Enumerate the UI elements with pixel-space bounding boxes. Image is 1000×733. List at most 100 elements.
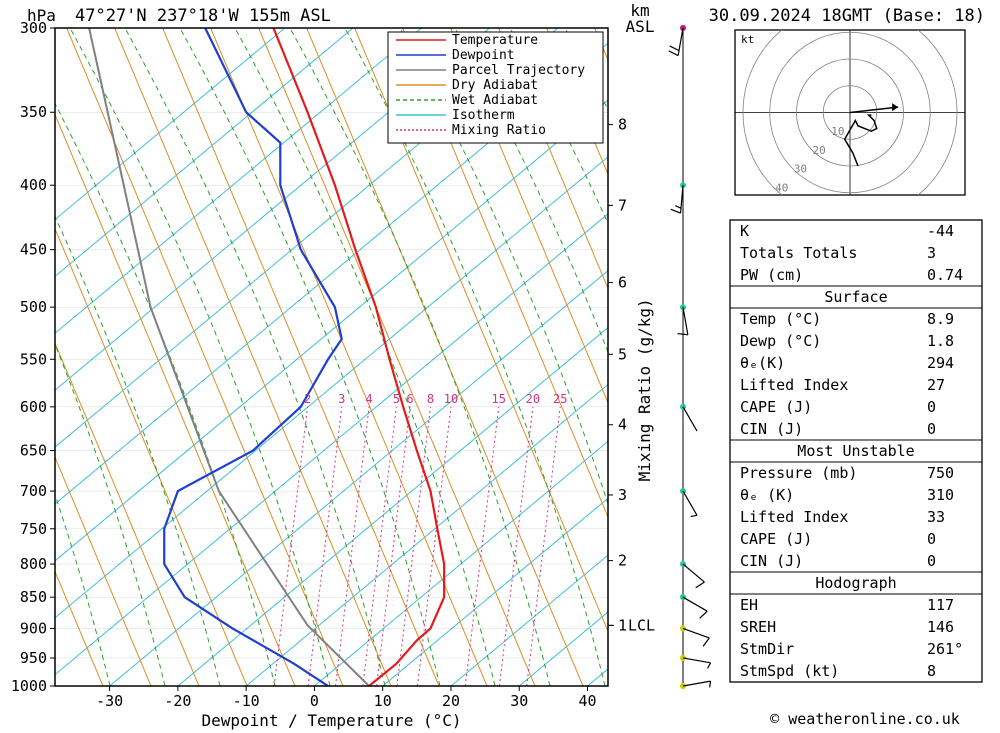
asl-label: ASL: [626, 17, 655, 36]
mixing-ratio-value: 15: [492, 392, 506, 406]
panel-row-value: 0: [927, 420, 936, 438]
wind-barb: [671, 181, 687, 213]
mixing-ratio-value: 3: [338, 392, 345, 406]
km-tick: 4: [618, 416, 627, 434]
wind-barb: [679, 403, 700, 433]
panel-row-label: StmDir: [740, 640, 794, 658]
panel-section-header: Most Unstable: [797, 442, 914, 460]
lcl-label: LCL: [628, 616, 655, 634]
pressure-tick: 900: [20, 619, 47, 637]
panel-row-value: 294: [927, 354, 954, 372]
pressure-tick: 650: [20, 442, 47, 460]
skewt-figure: 1000950900850800750700650600550500450400…: [0, 0, 1000, 733]
panel-row-value: 3: [927, 244, 936, 262]
mixing-ratio-value: 6: [406, 392, 413, 406]
mixing-ratio-value: 8: [427, 392, 434, 406]
pressure-tick: 800: [20, 555, 47, 573]
panel-row-label: Lifted Index: [740, 376, 848, 394]
legend-label: Isotherm: [452, 108, 515, 123]
pressure-tick: 1000: [11, 677, 47, 695]
pressure-tick: 700: [20, 482, 47, 500]
wind-barb: [679, 654, 711, 668]
panel-row-label: Dewp (°C): [740, 332, 821, 350]
panel-row-label: θₑ (K): [740, 486, 794, 504]
panel-row-value: 27: [927, 376, 945, 394]
mixing-ratio-value: 5: [393, 392, 400, 406]
temp-tick: 20: [442, 692, 460, 710]
panel-row-label: Lifted Index: [740, 508, 848, 526]
pressure-tick: 350: [20, 103, 47, 121]
km-tick: 6: [618, 274, 627, 292]
panel-row-value: 33: [927, 508, 945, 526]
legend-label: Mixing Ratio: [452, 123, 546, 138]
temp-tick: 0: [310, 692, 319, 710]
wind-barb: [676, 487, 699, 518]
panel-row-value: 0: [927, 552, 936, 570]
pressure-tick: 400: [20, 176, 47, 194]
pressure-tick: 950: [20, 649, 47, 667]
mixing-ratio-value: 2: [304, 392, 311, 406]
panel-row-label: Pressure (mb): [740, 464, 857, 482]
legend-label: Parcel Trajectory: [452, 63, 585, 78]
wind-barb: [673, 304, 691, 337]
panel-row-label: PW (cm): [740, 266, 803, 284]
panel-row-value: 0.74: [927, 266, 963, 284]
x-axis-label: Dewpoint / Temperature (°C): [201, 711, 461, 730]
hodograph-ring-label: 30: [794, 163, 807, 176]
panel-row-value: 261°: [927, 640, 963, 658]
pressure-tick: 500: [20, 298, 47, 316]
temp-tick: -10: [233, 692, 260, 710]
panel-row-label: Temp (°C): [740, 310, 821, 328]
mixing-ratio-value: 20: [526, 392, 540, 406]
panel-row-label: CIN (J): [740, 552, 803, 570]
panel-row-label: StmSpd (kt): [740, 662, 839, 680]
panel-row-label: CAPE (J): [740, 530, 812, 548]
panel-row-label: Totals Totals: [740, 244, 857, 262]
panel-row-value: 8.9: [927, 310, 954, 328]
hodograph-ring-label: 20: [813, 144, 826, 157]
credit-text: © weatheronline.co.uk: [770, 710, 960, 728]
km-tick: 3: [618, 486, 627, 504]
panel-row-value: -44: [927, 222, 954, 240]
panel-row-value: 0: [927, 530, 936, 548]
wind-barb: [675, 593, 708, 620]
wind-barb: [680, 678, 712, 692]
panel-row-value: 310: [927, 486, 954, 504]
panel-row-label: SREH: [740, 618, 776, 636]
pressure-tick: 450: [20, 241, 47, 259]
pressure-tick: 750: [20, 520, 47, 538]
date-title: 30.09.2024 18GMT (Base: 18): [709, 6, 985, 26]
legend-label: Dewpoint: [452, 48, 515, 63]
wind-barb: [674, 560, 706, 590]
pressure-tick: 850: [20, 588, 47, 606]
panel-row-label: CAPE (J): [740, 398, 812, 416]
hodograph-ring-label: 40: [775, 181, 788, 194]
legend-label: Wet Adiabat: [452, 93, 538, 108]
panel-row-value: 117: [927, 596, 954, 614]
km-tick: 2: [618, 552, 627, 570]
temp-tick: 30: [510, 692, 528, 710]
panel-row-value: 0: [927, 398, 936, 416]
panel-section-header: Surface: [824, 288, 887, 306]
pressure-tick: 550: [20, 350, 47, 368]
panel-row-value: 8: [927, 662, 936, 680]
km-tick: 5: [618, 345, 627, 363]
panel-row-value: 750: [927, 464, 954, 482]
pressure-tick: 600: [20, 398, 47, 416]
mixing-ratio-value: 10: [444, 392, 458, 406]
wind-barb: [668, 23, 686, 56]
wind-barb: [677, 625, 711, 648]
panel-row-value: 146: [927, 618, 954, 636]
hodograph-unit: kt: [741, 33, 754, 46]
panel-row-label: CIN (J): [740, 420, 803, 438]
legend-label: Dry Adiabat: [452, 78, 538, 93]
panel-row-label: EH: [740, 596, 758, 614]
panel-row-label: K: [740, 222, 749, 240]
temp-tick: -20: [164, 692, 191, 710]
hodograph-ring-label: 10: [831, 125, 844, 138]
location-title: 47°27'N 237°18'W 155m ASL: [75, 6, 331, 26]
panel-section-header: Hodograph: [815, 574, 896, 592]
temp-tick: 40: [578, 692, 596, 710]
temp-tick: -30: [96, 692, 123, 710]
hpa-label: hPa: [27, 6, 56, 25]
